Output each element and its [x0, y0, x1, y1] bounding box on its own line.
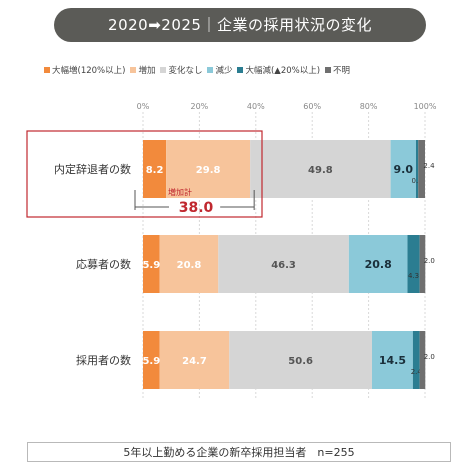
bar-segment [143, 331, 160, 389]
highlight-label: 増加計 [168, 187, 192, 197]
legend: 大幅増(120%以上) 増加 変化なし 減少 大幅減(▲20%以上) 不明 [44, 64, 464, 78]
legend-label: 増加 [138, 66, 156, 76]
bar-segment [407, 235, 420, 293]
tick-label: 80% [360, 102, 378, 111]
tick-label: 40% [247, 102, 265, 111]
tick-label: 20% [191, 102, 209, 111]
bar-segment [412, 331, 420, 389]
bar-segment [143, 140, 167, 198]
data-label: 49.8 [308, 165, 333, 176]
data-label: 2.0 [424, 257, 435, 265]
category-label: 応募者の数 [76, 257, 131, 271]
legend-item: 不明 [325, 64, 350, 76]
data-label: 0.8 [412, 177, 423, 185]
data-label: 2.4 [423, 162, 435, 170]
bar-segment [159, 331, 230, 389]
data-label: 5.9 [142, 260, 160, 271]
bar-segment [390, 140, 416, 198]
data-label: 2.4 [411, 368, 423, 376]
legend-item: 変化なし [160, 64, 202, 76]
bar-segment [143, 235, 160, 293]
data-label: 14.5 [379, 354, 406, 367]
data-label: 9.0 [394, 163, 414, 176]
legend-label: 大幅増(120%以上) [52, 66, 126, 76]
legend-swatch [44, 67, 50, 73]
bar-segment [250, 140, 391, 198]
legend-label: 変化なし [168, 66, 203, 76]
data-label: 2.0 [424, 353, 435, 361]
data-label: 24.7 [182, 356, 207, 367]
highlight-value: 38.0 [179, 200, 214, 216]
tick-label: 100% [414, 102, 437, 111]
legend-swatch [325, 67, 332, 73]
category-label: 内定辞退者の数 [54, 162, 131, 176]
legend-swatch [130, 67, 137, 73]
data-label: 46.3 [271, 260, 296, 271]
bar-segment [166, 140, 251, 198]
data-label: 20.8 [365, 258, 392, 271]
bar-segment [418, 140, 425, 198]
data-label: 29.8 [196, 165, 221, 176]
legend-swatch [160, 67, 167, 73]
legend-swatch [207, 67, 214, 73]
tick-label: 0% [137, 102, 150, 111]
legend-label: 減少 [215, 66, 233, 76]
bar-segment [419, 235, 426, 293]
legend-item: 大幅減(▲20%以上) [237, 64, 320, 76]
bar-segment [419, 331, 426, 389]
bar-segment [159, 235, 219, 293]
stacked-bar-chart: 0% 20% 40% 60% 80% 100% 内定辞退者の数 8.2 29.8 49.8 9.00… [26, 102, 437, 400]
legend-label: 大幅減(▲20%以上) [245, 66, 321, 76]
legend-swatch [237, 67, 244, 73]
bar-segment [218, 235, 349, 293]
legend-item: 増加 [130, 64, 155, 76]
category-label: 採用者の数 [76, 353, 131, 367]
bar-segment [348, 235, 408, 293]
bar-segment [229, 331, 372, 389]
data-label: 50.6 [288, 356, 313, 367]
data-label: 4.3 [408, 272, 419, 280]
bar-segment [371, 331, 413, 389]
legend-item: 大幅増(120%以上) [44, 64, 125, 76]
legend-label: 不明 [333, 66, 351, 76]
chart-title: 2020➡2025｜企業の採用状況の変化 [54, 8, 426, 42]
legend-item: 減少 [207, 64, 232, 76]
data-label: 5.9 [142, 356, 160, 367]
footer-note: 5年以上勤める企業の新卒採用担当者 n=255 [27, 442, 451, 462]
data-label: 20.8 [177, 260, 202, 271]
tick-label: 60% [303, 102, 321, 111]
highlight-box [26, 130, 263, 218]
data-label: 8.2 [146, 165, 164, 176]
bar-segment [415, 140, 419, 198]
